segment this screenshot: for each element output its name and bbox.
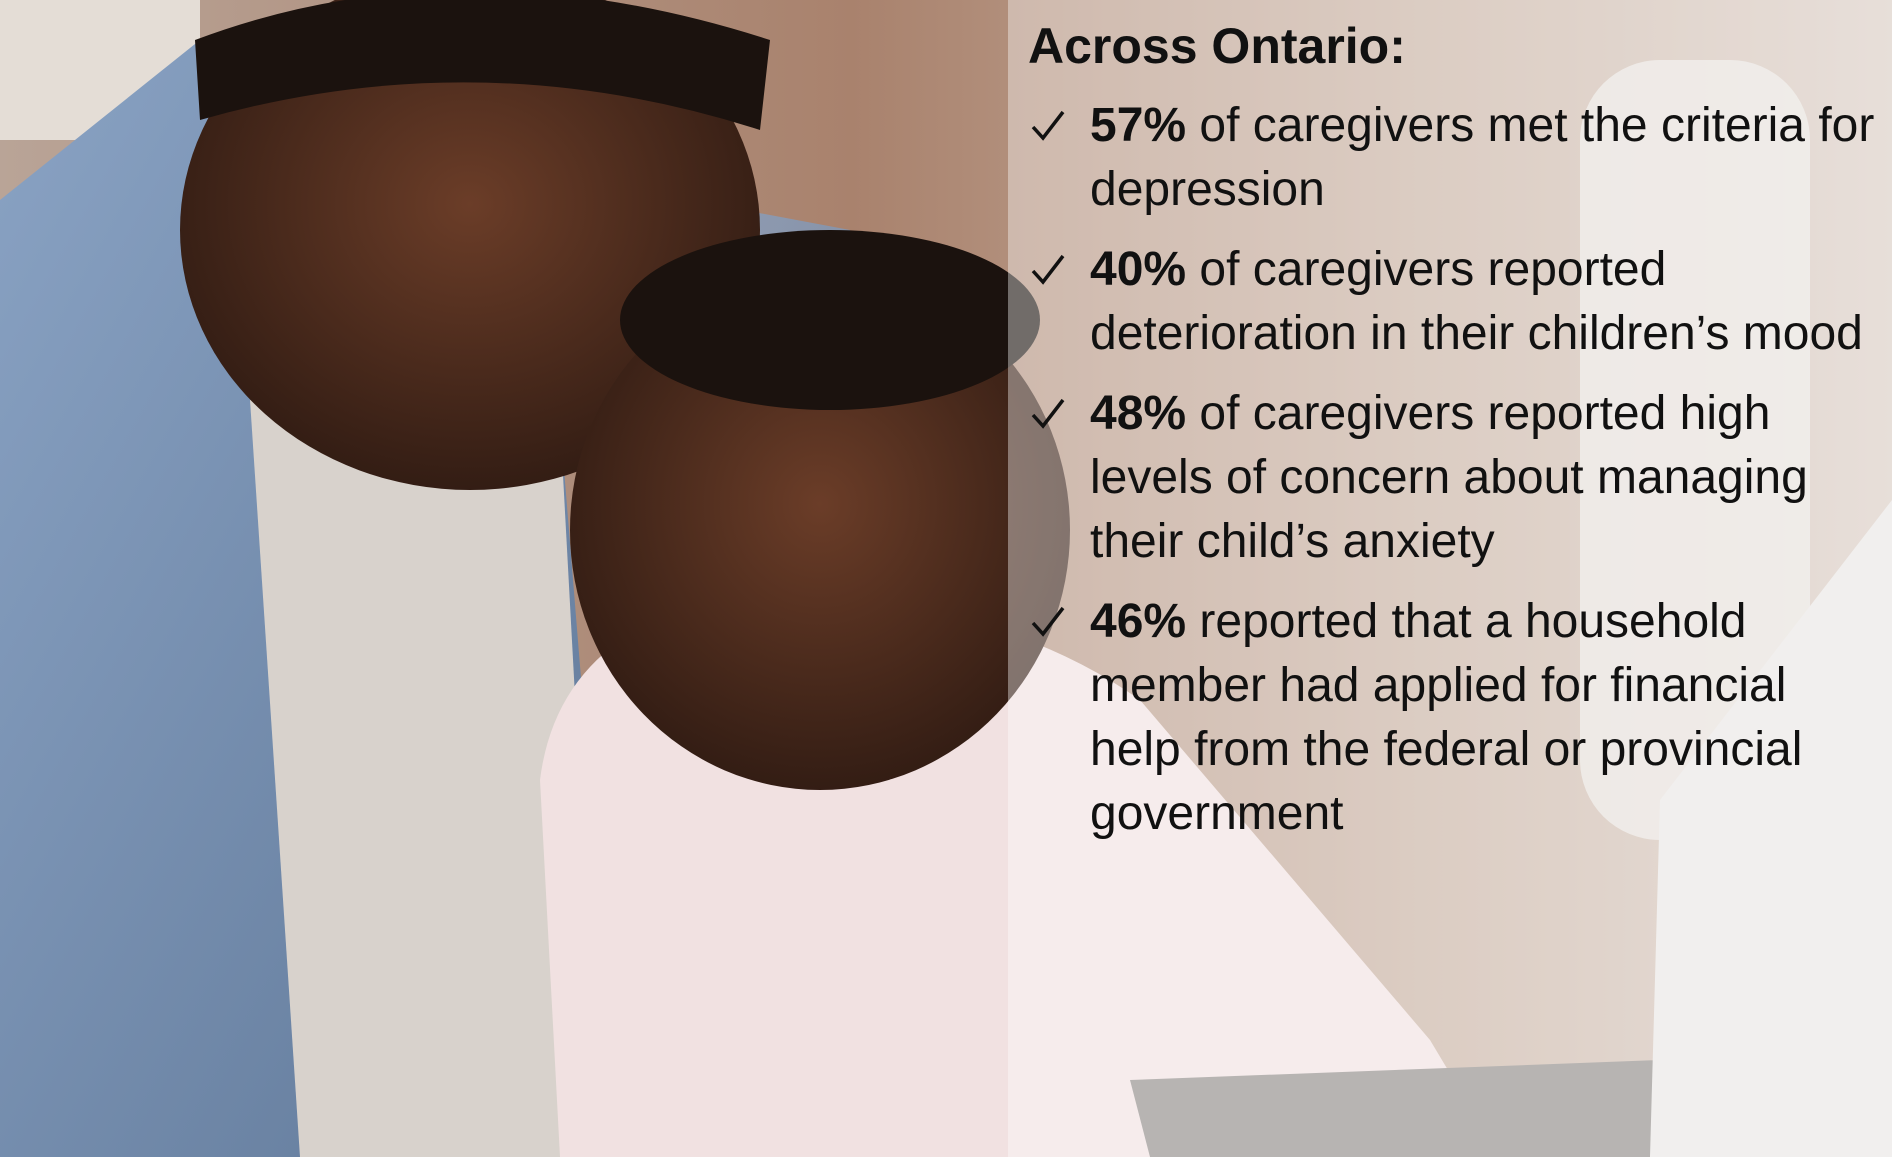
- check-mark: [1033, 112, 1063, 138]
- bullet-item: 57% of caregivers met the criteria for d…: [1028, 94, 1888, 222]
- highlight: 40%: [1090, 243, 1186, 296]
- highlight: 46%: [1090, 595, 1186, 648]
- heading: Across Ontario:: [1028, 14, 1888, 78]
- check-mark: [1033, 256, 1063, 282]
- check-icon: [1030, 604, 1066, 640]
- bullet-item: 40% of caregivers reported deterioration…: [1028, 238, 1888, 366]
- page: Across Ontario: 57% of caregivers met th…: [0, 0, 1892, 1157]
- check-icon: [1030, 108, 1066, 144]
- item-text: of caregivers reported high levels of co…: [1090, 387, 1808, 568]
- item-text: of caregivers reported deterioration in …: [1090, 243, 1863, 360]
- bullet-list: 57% of caregivers met the criteria for d…: [1028, 94, 1888, 846]
- check-mark: [1033, 400, 1063, 426]
- check-mark: [1033, 608, 1063, 634]
- highlight: 57%: [1090, 99, 1186, 152]
- item-text: of caregivers met the criteria for depre…: [1090, 99, 1874, 216]
- check-icon: [1030, 396, 1066, 432]
- bullet-item: 46% reported that a household member had…: [1028, 590, 1888, 846]
- text-block: Across Ontario: 57% of caregivers met th…: [1028, 14, 1888, 862]
- item-text: reported that a household member had app…: [1090, 595, 1802, 840]
- highlight: 48%: [1090, 387, 1186, 440]
- check-icon: [1030, 252, 1066, 288]
- bullet-item: 48% of caregivers reported high levels o…: [1028, 382, 1888, 574]
